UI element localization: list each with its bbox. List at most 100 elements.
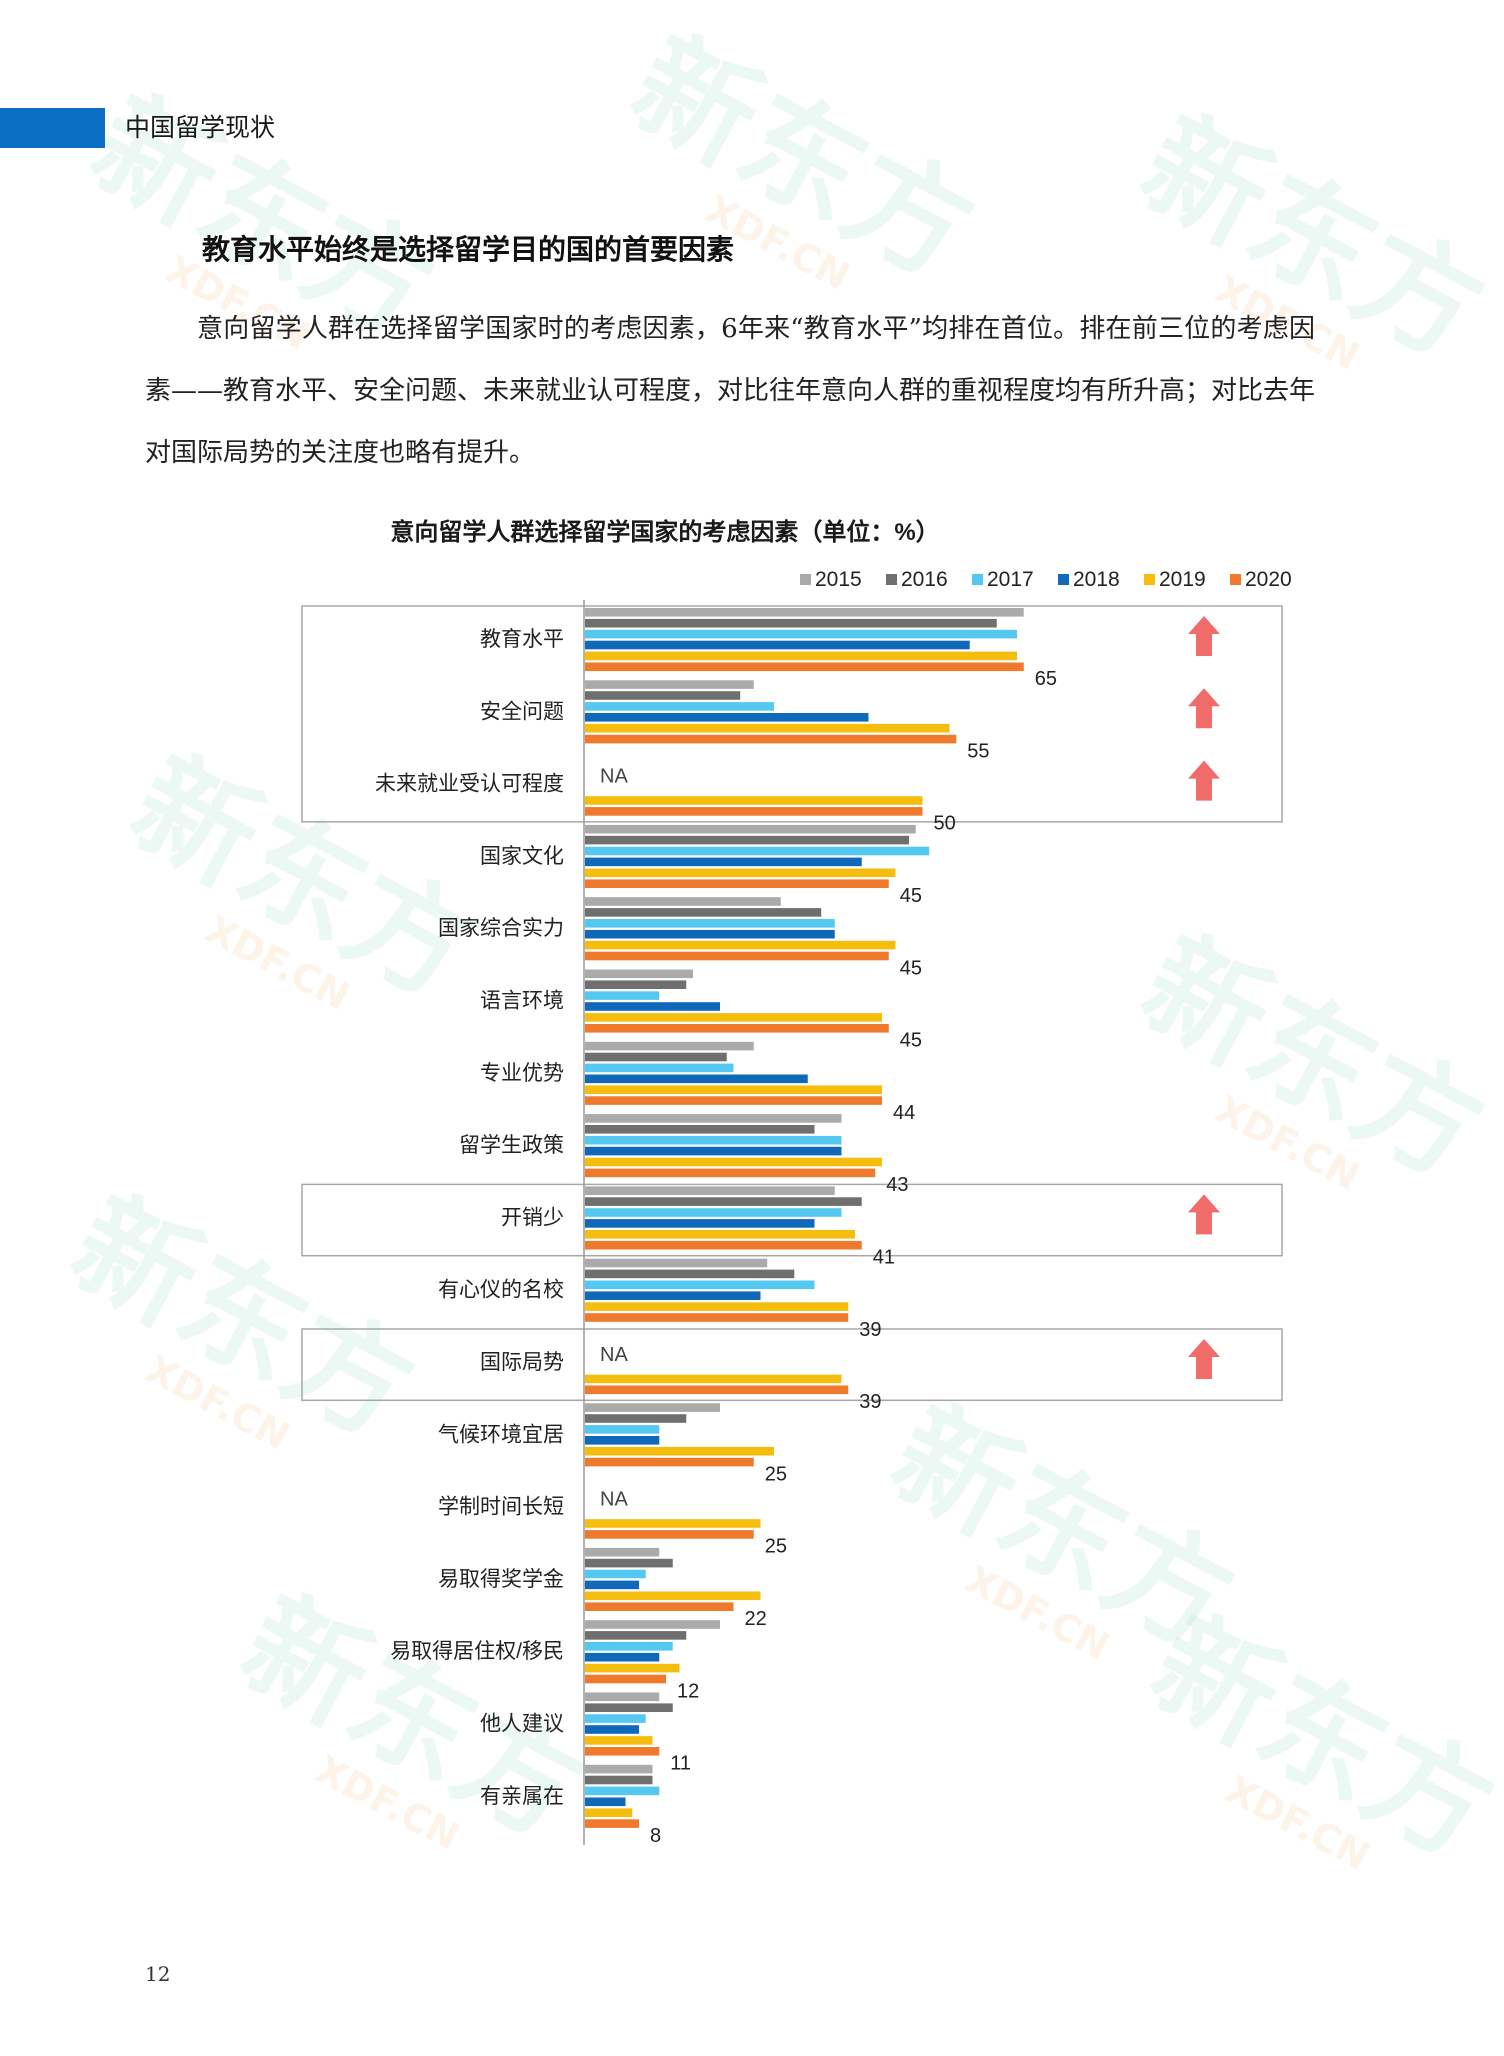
up-arrow-icon bbox=[1188, 1194, 1220, 1235]
highlight-box bbox=[301, 1183, 1283, 1257]
bar-2019 bbox=[585, 1663, 680, 1673]
category-label: 留学生政策 bbox=[459, 1134, 564, 1157]
na-label: NA bbox=[600, 1344, 628, 1366]
bar-2015 bbox=[585, 1764, 653, 1774]
bar-2020 bbox=[585, 662, 1024, 672]
bar-2020 bbox=[585, 1747, 660, 1756]
highlight-boxes bbox=[301, 605, 1283, 1402]
bar-2017 bbox=[585, 1425, 660, 1434]
bar-2015 bbox=[585, 897, 781, 906]
data-label: 50 bbox=[934, 813, 956, 835]
category-label: 开销少 bbox=[501, 1206, 564, 1229]
legend-swatch-2015 bbox=[800, 574, 811, 585]
bar-2018 bbox=[585, 1797, 626, 1807]
bar-2020 bbox=[585, 951, 889, 961]
category-label: 有亲属在 bbox=[480, 1785, 564, 1808]
data-label: 65 bbox=[1035, 668, 1057, 690]
data-label: 39 bbox=[859, 1319, 881, 1341]
bar-2015 bbox=[585, 1620, 720, 1629]
bar-2016 bbox=[585, 1197, 862, 1206]
bar-2017 bbox=[585, 1714, 646, 1723]
up-arrow-icon bbox=[1188, 616, 1220, 656]
bar-2018 bbox=[585, 640, 970, 650]
bar-2017 bbox=[585, 702, 774, 711]
bar-2018 bbox=[585, 857, 862, 867]
data-label: 8 bbox=[650, 1825, 661, 1847]
bar-2015 bbox=[585, 1258, 768, 1268]
category-labels: 教育水平安全问题未来就业受认可程度国家文化国家综合实力语言环境专业优势留学生政策… bbox=[375, 628, 564, 1808]
bar-2015 bbox=[585, 1692, 660, 1702]
legend-label-2018: 2018 bbox=[1073, 568, 1120, 591]
bar-2019 bbox=[585, 1736, 653, 1745]
bar-2019 bbox=[585, 868, 896, 878]
category-label: 教育水平 bbox=[480, 628, 564, 651]
bar-2019 bbox=[585, 1519, 761, 1528]
bar-2019 bbox=[585, 1157, 882, 1167]
bar-2020 bbox=[585, 1313, 849, 1322]
category-label: 语言环境 bbox=[480, 990, 564, 1013]
bar-2017 bbox=[585, 1280, 815, 1290]
bar-2017 bbox=[585, 1569, 646, 1579]
bar-2015 bbox=[585, 969, 693, 979]
legend-swatch-2019 bbox=[1144, 574, 1155, 585]
legend-swatch-2017 bbox=[972, 574, 983, 585]
bar-2020 bbox=[585, 1168, 876, 1178]
up-arrow-icon bbox=[1188, 1339, 1220, 1379]
bar-2017 bbox=[585, 629, 1017, 639]
bar-2016 bbox=[585, 1558, 673, 1568]
bar-2020 bbox=[585, 1530, 754, 1539]
legend-label-2019: 2019 bbox=[1159, 568, 1206, 591]
bar-2018 bbox=[585, 1580, 639, 1590]
category-label: 专业优势 bbox=[480, 1062, 564, 1085]
bar-2017 bbox=[585, 1135, 842, 1145]
category-label: 国际局势 bbox=[480, 1351, 564, 1374]
bar-2015 bbox=[585, 680, 754, 689]
bar-2019 bbox=[585, 940, 896, 950]
legend-label-2015: 2015 bbox=[815, 568, 862, 591]
bar-2020 bbox=[585, 734, 957, 744]
body-paragraph: 意向留学人群在选择留学国家时的考虑因素，6年来“教育水平”均排在首位。排在前三位… bbox=[145, 314, 1316, 468]
bar-2015 bbox=[585, 1041, 754, 1051]
page-number: 12 bbox=[145, 1962, 171, 1986]
bar-2018 bbox=[585, 1219, 815, 1228]
bar-2018 bbox=[585, 1652, 660, 1662]
bar-2018 bbox=[585, 713, 869, 722]
data-label: 12 bbox=[677, 1680, 699, 1702]
legend-swatch-2020 bbox=[1230, 574, 1241, 585]
bar-2016 bbox=[585, 1414, 687, 1423]
category-label: 有心仪的名校 bbox=[438, 1279, 564, 1302]
na-label: NA bbox=[600, 766, 628, 788]
legend-swatch-2018 bbox=[1058, 574, 1069, 585]
bar-2018 bbox=[585, 1146, 842, 1156]
bar-2015 bbox=[585, 1403, 720, 1412]
data-label: 39 bbox=[859, 1391, 881, 1413]
bar-2018 bbox=[585, 1074, 808, 1084]
bar-2017 bbox=[585, 991, 660, 1000]
bar-2017 bbox=[585, 1208, 842, 1217]
up-arrow-icon bbox=[1188, 688, 1220, 729]
highlight-box bbox=[301, 605, 1283, 823]
category-label: 易取得奖学金 bbox=[438, 1568, 564, 1591]
highlight-box bbox=[301, 1328, 1283, 1402]
bar-2020 bbox=[585, 1819, 639, 1828]
bar-2018 bbox=[585, 1725, 639, 1734]
data-label: 22 bbox=[745, 1608, 767, 1630]
header-section-title: 中国留学现状 bbox=[125, 113, 276, 142]
bar-2016 bbox=[585, 1703, 673, 1712]
bar-2016 bbox=[585, 908, 822, 917]
bar-2015 bbox=[585, 1114, 842, 1123]
bar-2020 bbox=[585, 1024, 889, 1033]
bar-2019 bbox=[585, 651, 1017, 661]
bar-2018 bbox=[585, 1436, 660, 1445]
bar-2019 bbox=[585, 723, 950, 733]
category-label: 未来就业受认可程度 bbox=[375, 773, 564, 796]
data-label: 43 bbox=[886, 1174, 908, 1196]
bar-group: 65 55 NA 50 45 45 45 44 43 41 39 NA 39 25 NA 25 22 12 11 8 bbox=[585, 608, 1057, 1847]
data-label: 25 bbox=[765, 1463, 787, 1485]
bar-2016 bbox=[585, 835, 909, 845]
bar-2015 bbox=[585, 1547, 660, 1557]
bar-2020 bbox=[585, 1096, 882, 1105]
bar-2018 bbox=[585, 1291, 761, 1300]
data-label: 44 bbox=[893, 1102, 915, 1124]
